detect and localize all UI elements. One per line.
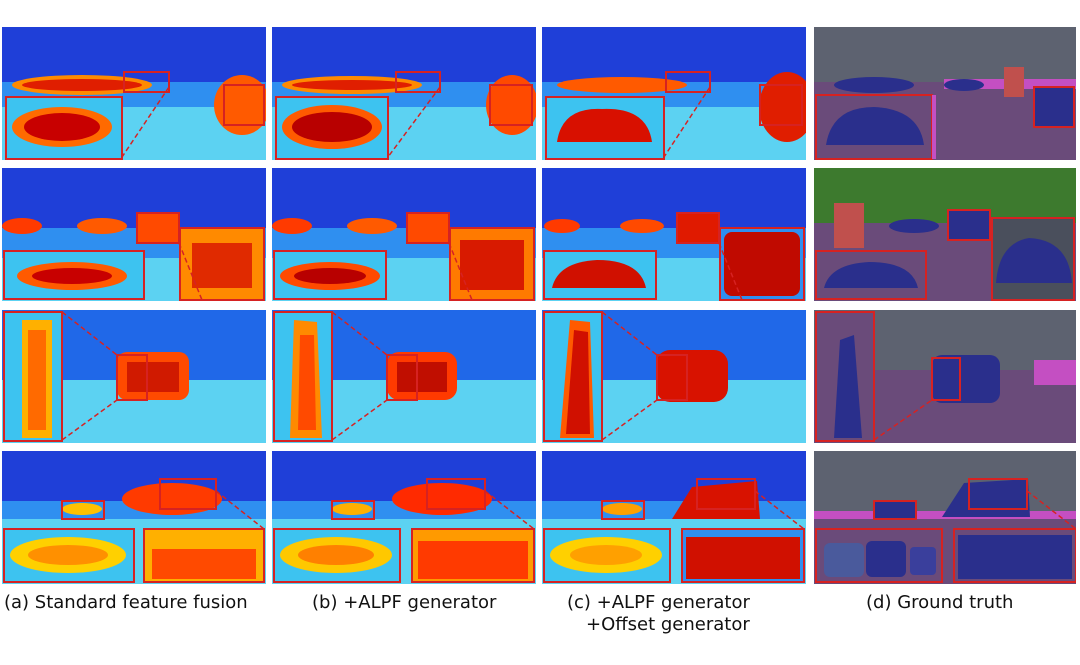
caption-d-text: (d) Ground truth: [866, 592, 1014, 613]
heatmap-row3-standard-fusion: [2, 310, 266, 443]
caption-c: (c) +ALPF generator +Offset generator: [567, 592, 750, 636]
heatmap-row1-alpf-offset: [542, 27, 806, 160]
heatmap-row1-alpf: [272, 27, 536, 160]
caption-c-text: (c) +ALPF generator: [567, 592, 750, 613]
heatmap-row4-alpf-offset: [542, 451, 806, 584]
caption-c-line2: +Offset generator: [586, 614, 750, 635]
caption-a: (a) Standard feature fusion: [4, 592, 248, 614]
heatmap-row4-alpf: [272, 451, 536, 584]
heatmap-row2-standard-fusion: [2, 168, 266, 301]
caption-a-text: (a) Standard feature fusion: [4, 592, 248, 613]
heatmap-row4-standard-fusion: [2, 451, 266, 584]
ground-truth-row1: [814, 27, 1076, 160]
heatmap-row3-alpf-offset: [542, 310, 806, 443]
caption-b: (b) +ALPF generator: [312, 592, 496, 614]
heatmap-row1-standard-fusion: [2, 27, 266, 160]
ground-truth-row2: [814, 168, 1076, 301]
ground-truth-row3: [814, 310, 1076, 443]
ground-truth-row4: [814, 451, 1076, 584]
heatmap-row2-alpf-offset: [542, 168, 806, 301]
caption-b-text: (b) +ALPF generator: [312, 592, 497, 613]
heatmap-row2-alpf: [272, 168, 536, 301]
caption-d: (d) Ground truth: [866, 592, 1013, 614]
heatmap-row3-alpf: [272, 310, 536, 443]
